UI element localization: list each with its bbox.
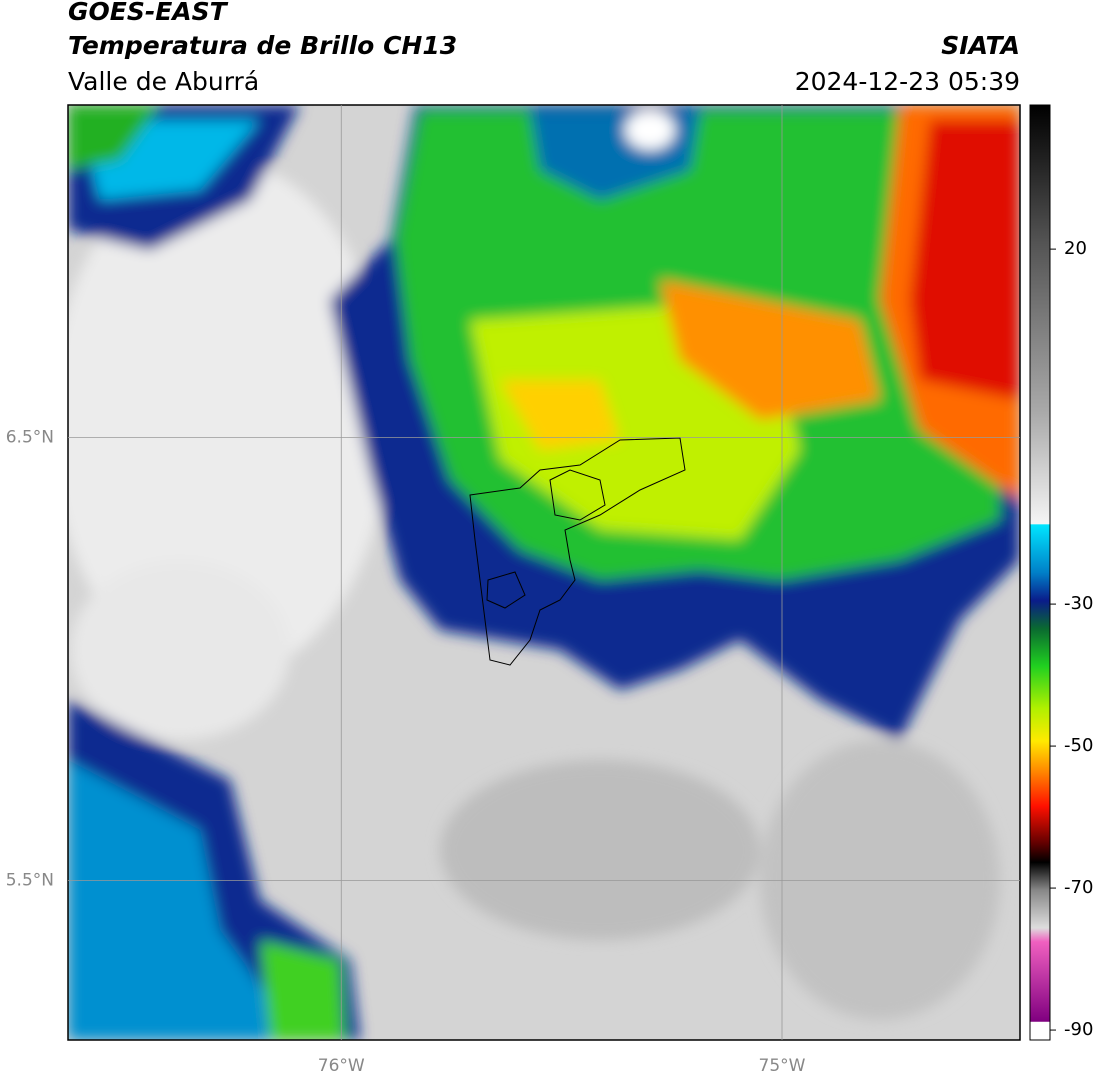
colorbar — [1029, 104, 1051, 1041]
title: GOES-EAST — [68, 0, 229, 26]
region: Valle de Aburrá — [68, 67, 259, 96]
satellite-image — [68, 105, 1020, 1040]
colorbar-tick-label: -30 — [1064, 593, 1093, 614]
colorbar-tick-label: 20 — [1064, 238, 1087, 259]
lat-label: 5.5°N — [6, 870, 54, 890]
lon-label: 76°W — [318, 1056, 365, 1076]
colorbar-tick-label: -70 — [1064, 877, 1093, 898]
product: Temperatura de Brillo CH13 — [68, 31, 457, 60]
colorbar-tick-label: -90 — [1064, 1019, 1093, 1040]
map-frame — [67, 104, 1021, 1041]
lon-label: 75°W — [759, 1056, 806, 1076]
lat-label: 6.5°N — [6, 427, 54, 447]
datetime: 2024-12-23 05:39 — [795, 67, 1020, 96]
source: SIATA — [941, 31, 1020, 60]
colorbar-tick-label: -50 — [1064, 735, 1093, 756]
